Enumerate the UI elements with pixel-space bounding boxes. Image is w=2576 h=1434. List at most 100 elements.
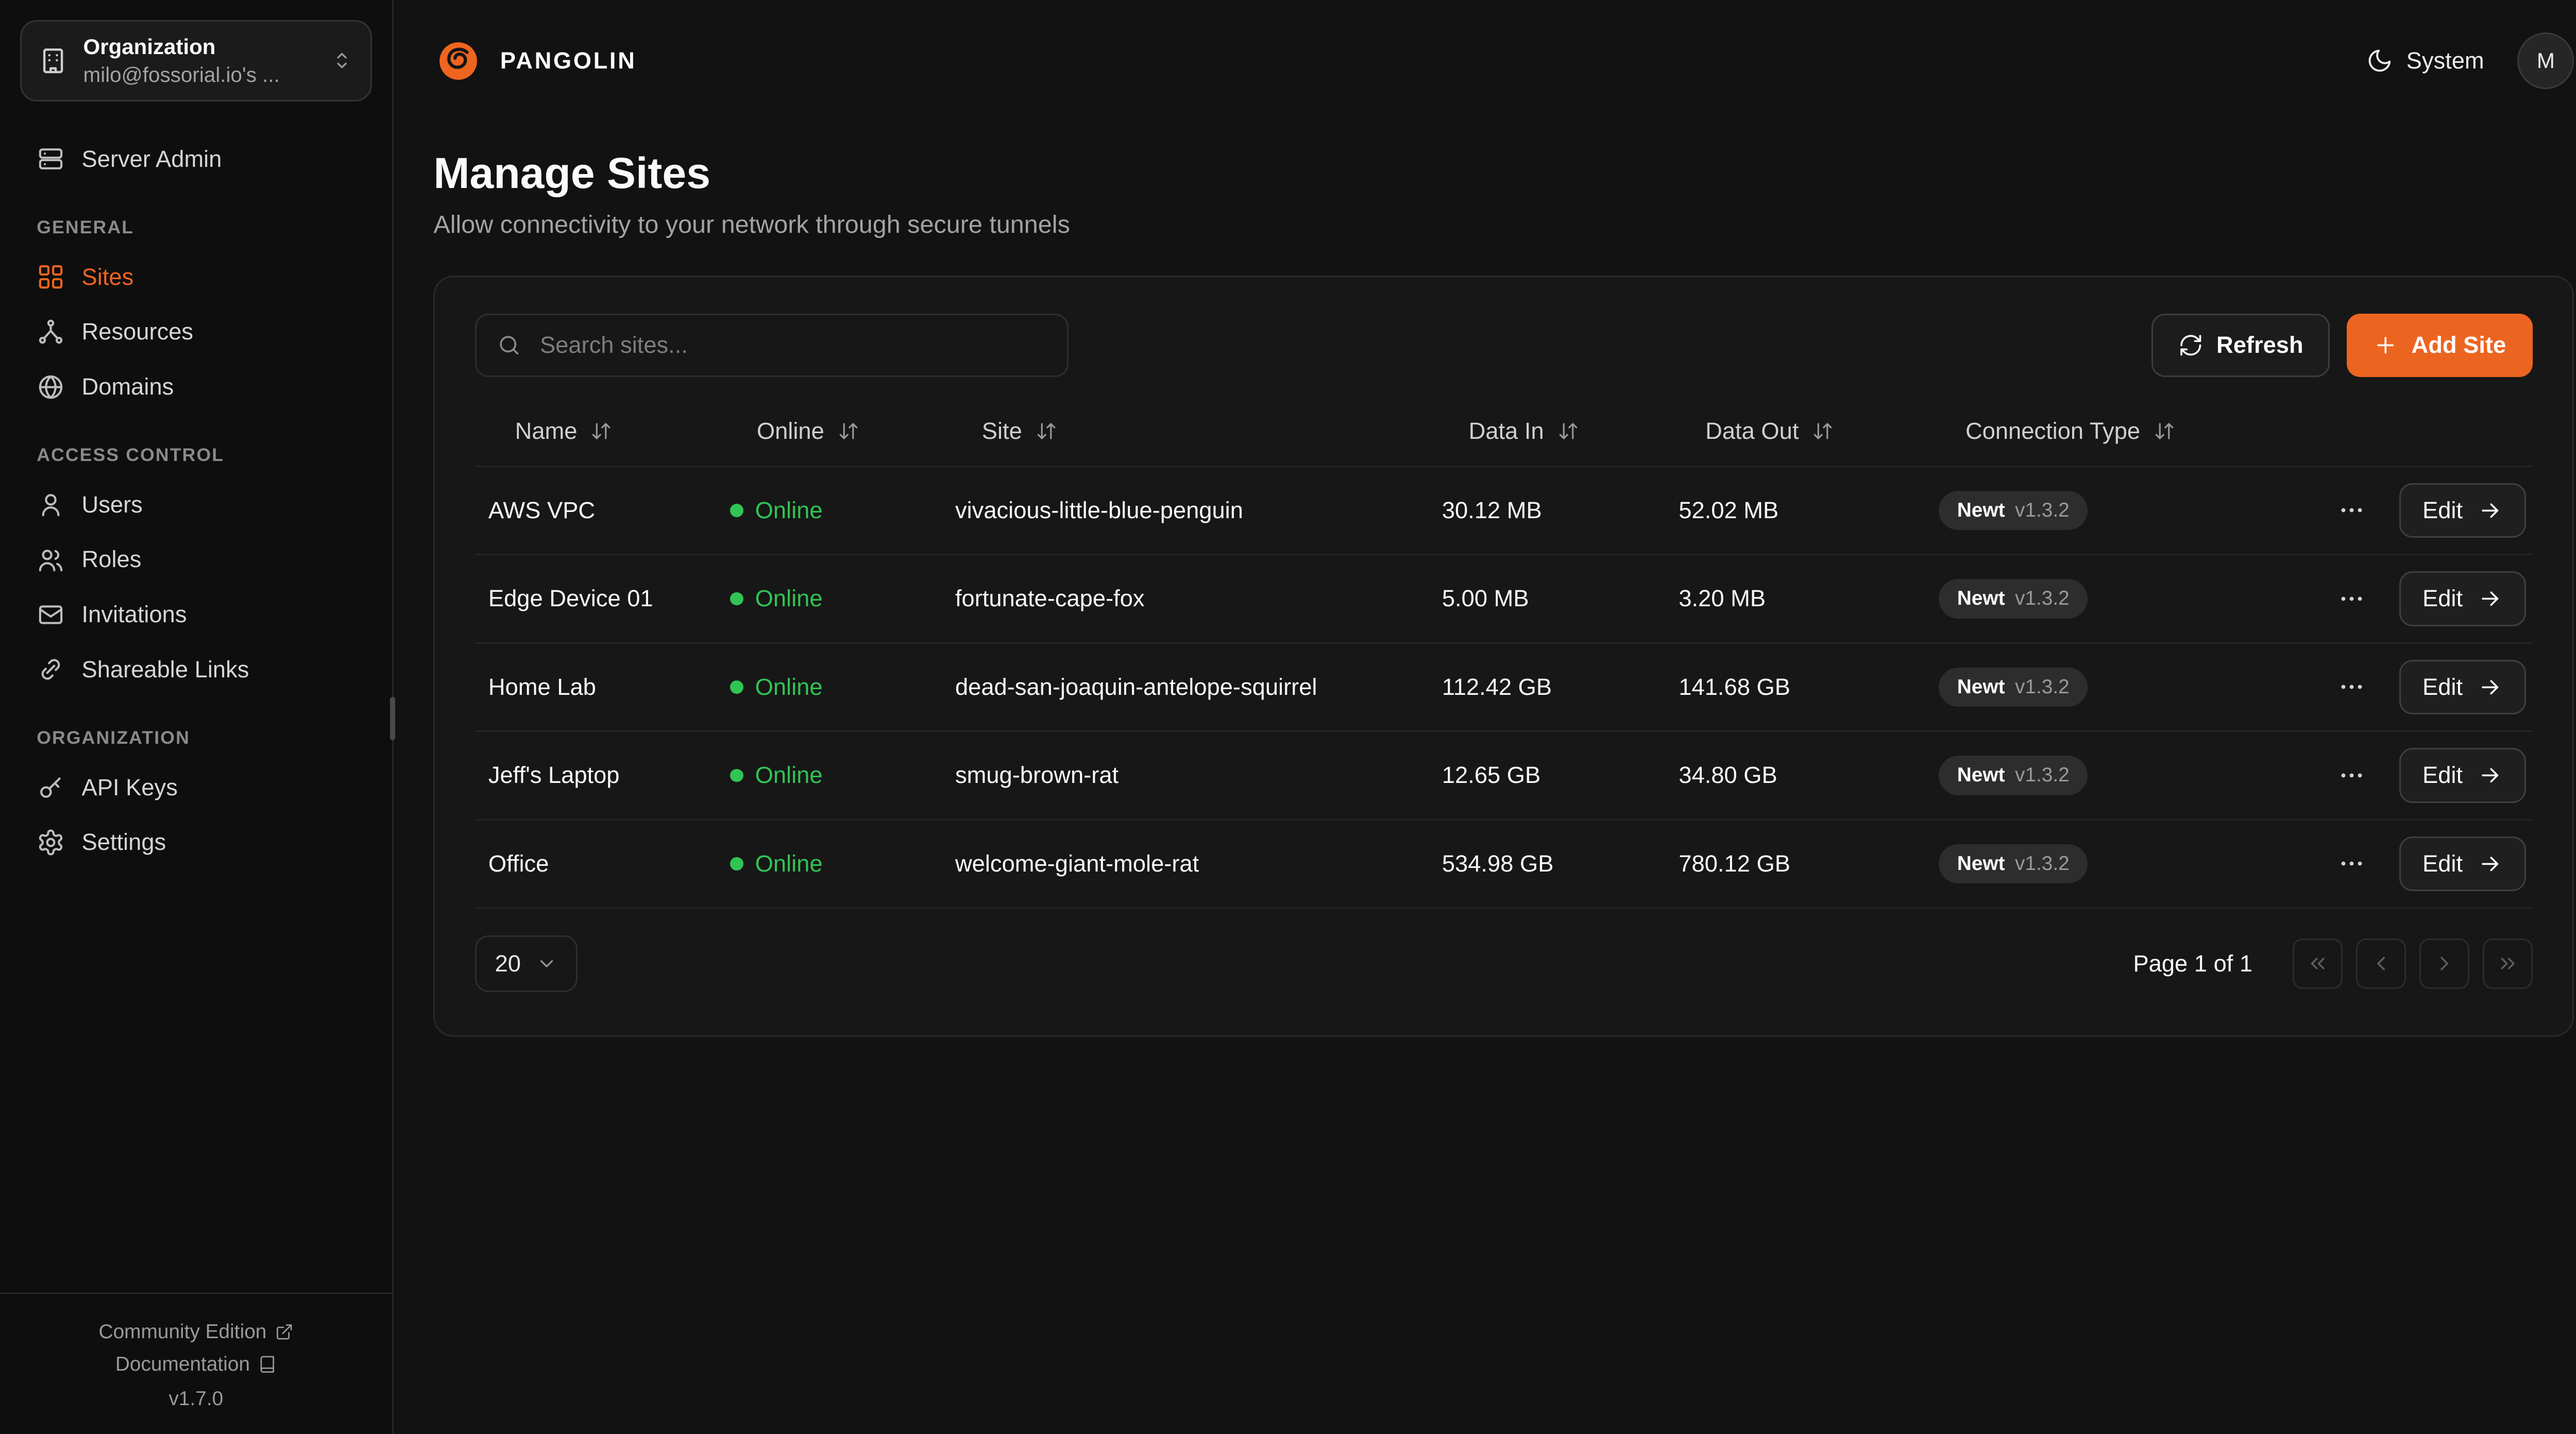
table-row: Office Online welcome-giant-mole-rat 534…	[475, 821, 2533, 909]
edit-label: Edit	[2422, 497, 2463, 523]
sidebar-resize-handle[interactable]	[390, 696, 395, 740]
connection-badge: Newt v1.3.2	[1939, 844, 2088, 884]
column-header-connection-type[interactable]: Connection Type	[1925, 418, 2342, 445]
section-heading-organization: ORGANIZATION	[37, 727, 190, 748]
sidebar-item-server-admin[interactable]: Server Admin	[20, 132, 372, 187]
connection-name: Newt	[1957, 764, 2005, 787]
avatar[interactable]: M	[2517, 32, 2574, 90]
brand-name: PANGOLIN	[500, 47, 637, 74]
column-header-site[interactable]: Site	[942, 418, 1429, 445]
previous-page-button[interactable]	[2355, 938, 2406, 989]
page-info: Page 1 of 1	[2133, 950, 2253, 977]
sidebar-item-domains[interactable]: Domains	[20, 360, 372, 415]
next-page-button[interactable]	[2419, 938, 2469, 989]
edit-label: Edit	[2422, 585, 2463, 612]
documentation-link[interactable]: Documentation	[16, 1348, 375, 1380]
page-subtitle: Allow connectivity to your network throu…	[433, 210, 1070, 238]
sidebar-item-invitations[interactable]: Invitations	[20, 587, 372, 642]
theme-selector[interactable]: System	[2366, 47, 2484, 74]
toolbar-actions: Refresh Add Site	[2151, 314, 2533, 377]
connection-name: Newt	[1957, 499, 2005, 521]
first-page-button[interactable]	[2292, 938, 2343, 989]
column-label: Data In	[1468, 418, 1544, 445]
cell-data-out: 780.12 GB	[1679, 850, 1790, 877]
add-site-button[interactable]: Add Site	[2346, 314, 2533, 377]
sort-icon	[839, 423, 858, 439]
topbar-right: System M	[2366, 32, 2574, 90]
connection-version: v1.3.2	[2014, 587, 2070, 610]
edit-button[interactable]: Edit	[2399, 836, 2526, 892]
community-edition-link[interactable]: Community Edition	[16, 1316, 375, 1348]
page-title: Manage Sites	[433, 148, 710, 197]
ellipsis-icon	[2341, 862, 2362, 866]
cell-name: Jeff's Laptop	[488, 762, 620, 789]
org-selector-value: milo@fossorial.io's ...	[83, 63, 280, 87]
plus-icon	[2377, 337, 2394, 354]
online-label: Online	[755, 850, 823, 877]
chevrons-right-icon	[2501, 958, 2515, 970]
main-content: PANGOLIN System M Manage Sites Allow con…	[394, 0, 2576, 1433]
edit-button[interactable]: Edit	[2399, 748, 2526, 803]
column-label: Connection Type	[1965, 418, 2141, 445]
cell-site: fortunate-cape-fox	[955, 585, 1145, 612]
sort-icon	[2155, 423, 2174, 439]
column-header-name[interactable]: Name	[475, 418, 717, 445]
external-link-icon	[276, 1324, 292, 1340]
row-actions-button[interactable]	[2331, 667, 2372, 708]
cell-site: welcome-giant-mole-rat	[955, 850, 1199, 877]
page-head: Manage Sites Allow connectivity to your …	[394, 122, 2576, 238]
cell-online: Online	[717, 585, 942, 612]
sidebar-item-resources[interactable]: Resources	[20, 304, 372, 360]
building-icon	[43, 48, 63, 74]
cell-data-out: 141.68 GB	[1679, 673, 1790, 700]
avatar-initial: M	[2536, 48, 2555, 73]
row-actions-button[interactable]	[2331, 578, 2372, 620]
chevrons-left-icon	[2311, 958, 2325, 970]
search-input[interactable]	[536, 330, 1047, 361]
column-label: Data Out	[1705, 418, 1799, 445]
table-row: Home Lab Online dead-san-joaquin-antelop…	[475, 644, 2533, 732]
online-dot	[730, 504, 743, 517]
column-header-online[interactable]: Online	[717, 418, 942, 445]
arrow-right-icon	[2482, 856, 2499, 871]
sidebar-item-api-keys[interactable]: API Keys	[20, 760, 372, 815]
online-label: Online	[755, 762, 823, 789]
edit-button[interactable]: Edit	[2399, 571, 2526, 626]
connection-version: v1.3.2	[2014, 675, 2070, 698]
ellipsis-icon	[2341, 773, 2362, 778]
page-size-select[interactable]: 20	[475, 935, 578, 992]
edit-button[interactable]: Edit	[2399, 483, 2526, 538]
row-actions-button[interactable]	[2331, 843, 2372, 885]
connection-badge: Newt v1.3.2	[1939, 490, 2088, 531]
edit-button[interactable]: Edit	[2399, 659, 2526, 715]
cell-site: vivacious-little-blue-penguin	[955, 497, 1243, 523]
cell-actions: Edit	[2341, 836, 2532, 892]
gear-icon	[39, 829, 63, 856]
mail-icon	[39, 605, 63, 624]
sidebar-item-sites[interactable]: Sites	[20, 249, 372, 304]
connection-name: Newt	[1957, 587, 2005, 610]
refresh-button[interactable]: Refresh	[2151, 314, 2330, 377]
edit-label: Edit	[2422, 673, 2463, 700]
sidebar-item-roles[interactable]: Roles	[20, 532, 372, 587]
column-header-data-in[interactable]: Data In	[1429, 418, 1666, 445]
sidebar-item-shareable-links[interactable]: Shareable Links	[20, 642, 372, 697]
cell-data-in: 534.98 GB	[1442, 850, 1554, 877]
online-dot	[730, 857, 743, 870]
last-page-button[interactable]	[2482, 938, 2533, 989]
sidebar-item-label: Resources	[81, 318, 194, 345]
org-selector-label: Organization	[83, 35, 216, 59]
table-row: Jeff's Laptop Online smug-brown-rat 12.6…	[475, 732, 2533, 821]
row-actions-button[interactable]	[2331, 755, 2372, 796]
sidebar-item-settings[interactable]: Settings	[20, 815, 372, 870]
online-label: Online	[755, 497, 823, 523]
table-header: Name Online Site Data In Data Out	[475, 397, 2533, 467]
cell-name: Home Lab	[488, 673, 596, 700]
org-selector[interactable]: Organization milo@fossorial.io's ...	[20, 20, 372, 102]
sidebar-item-users[interactable]: Users	[20, 477, 372, 532]
org-selector-text: Organization milo@fossorial.io's ...	[83, 33, 316, 88]
row-actions-button[interactable]	[2331, 490, 2372, 532]
user-icon	[42, 494, 60, 517]
column-header-data-out[interactable]: Data Out	[1665, 418, 1925, 445]
connection-name: Newt	[1957, 852, 2005, 875]
